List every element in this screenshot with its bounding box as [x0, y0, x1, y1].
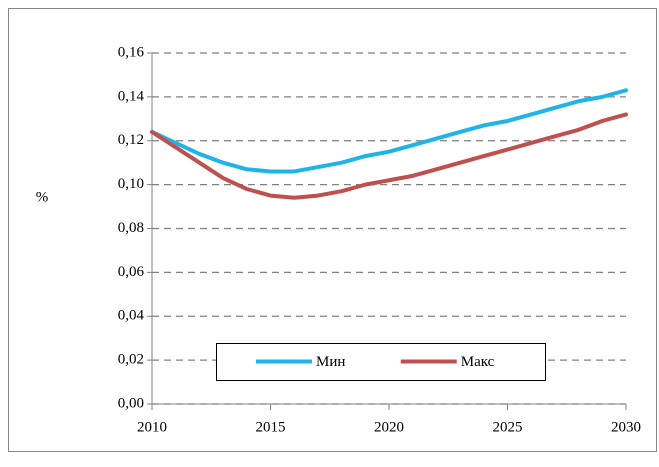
- y-tick-label: 0,12: [118, 132, 144, 148]
- legend-label: Макс: [461, 354, 495, 370]
- legend-label: Мин: [316, 354, 345, 370]
- x-tick-label: 2020: [374, 419, 404, 435]
- x-tick-label: 2010: [137, 419, 167, 435]
- series-line: [150, 88, 628, 174]
- series-line: [150, 112, 628, 200]
- y-tick-label: 0,02: [118, 352, 144, 368]
- x-tick-label: 2025: [493, 419, 523, 435]
- y-tick-label: 0,08: [118, 220, 144, 236]
- x-tick-label: 2030: [611, 419, 641, 435]
- x-tick-label: 2015: [256, 419, 286, 435]
- y-tick-label: 0,00: [118, 395, 144, 411]
- y-axis-label: %: [36, 189, 49, 205]
- y-tick-label: 0,06: [118, 264, 145, 280]
- y-tick-label: 0,04: [118, 308, 145, 324]
- y-tick-label: 0,16: [118, 44, 145, 60]
- y-tick-label: 0,10: [118, 176, 144, 192]
- y-tick-label: 0,14: [118, 88, 145, 104]
- chart-border: [8, 8, 657, 452]
